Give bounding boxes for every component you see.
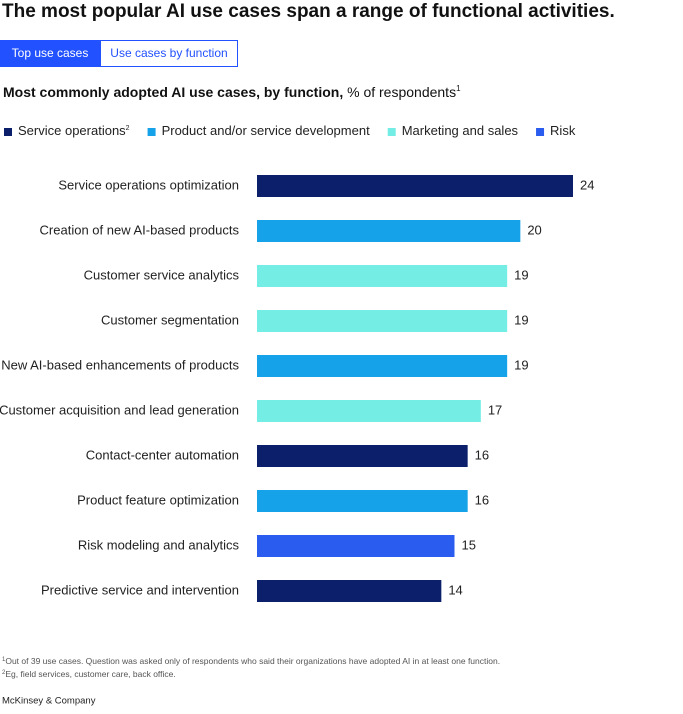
tab-label[interactable]: Use cases by function [110,46,227,60]
category-label: Risk modeling and analytics [78,537,240,552]
category-label: Product feature optimization [77,492,239,507]
bar [257,400,481,422]
tab-label[interactable]: Top use cases [12,46,89,60]
footnote: 2Eg, field services, customer care, back… [2,669,176,679]
legend-swatch [387,128,396,136]
bar [257,580,442,602]
legend-name: Marketing and sales [402,123,519,138]
category-label: Contact-center automation [86,447,239,462]
value-label: 20 [527,222,541,237]
category-label: Customer acquisition and lead generation [0,402,239,417]
value-label: 19 [514,357,528,372]
tab[interactable] [100,40,238,67]
category-label: Predictive service and intervention [41,582,239,597]
bar [257,175,573,197]
footnote-ref: 2 [126,125,130,132]
footnote-ref: 1 [456,84,461,93]
legend: Service operations2 Product and/or servic… [4,123,576,138]
value-label: 14 [448,582,462,597]
legend-swatch [536,128,545,136]
legend-label: Risk [550,123,576,138]
value-label: 16 [475,447,489,462]
bar [257,265,508,287]
subtitle-main: Most commonly adopted AI use cases, by f… [3,84,343,100]
plot: Service operations optimization 24 Creatio… [0,175,594,602]
legend-name: Service operations [18,123,126,138]
bar [257,310,508,332]
value-label: 17 [488,402,502,417]
footnote-marker: 1 [2,657,6,663]
tab-active[interactable] [0,40,101,67]
bar [257,535,455,557]
value-label: 15 [462,537,476,552]
source: McKinsey & Company [2,696,96,707]
legend-swatch [147,128,156,136]
bar [257,445,468,467]
value-label: 19 [514,312,528,327]
bar [257,220,521,242]
category-label: New AI-based enhancements of products [1,357,239,372]
legend-name: Risk [550,123,576,138]
legend-label: Service operations2 [18,123,130,138]
legend-swatch [4,128,12,136]
legend-label: Product and/or service development [162,123,371,138]
footnote-text: Eg, field services, customer care, back … [5,669,175,679]
bar [257,355,508,377]
chart-subtitle: Most commonly adopted AI use cases, by f… [3,84,461,100]
category-label: Customer segmentation [101,312,239,327]
value-label: 19 [514,267,528,282]
category-label: Customer service analytics [84,267,240,282]
bar [257,490,468,512]
value-label: 16 [475,492,489,507]
legend-label: Marketing and sales [402,123,519,138]
tabs: Top use cases Use cases by function [0,40,238,67]
subtitle-unit: % of respondents [347,84,456,100]
footnote-text: Out of 39 use cases. Question was asked … [5,656,500,666]
footnote: 1Out of 39 use cases. Question was asked… [2,656,500,666]
page-title: The most popular AI use cases span a ran… [2,1,615,22]
category-label: Creation of new AI-based products [40,222,240,237]
legend-name: Product and/or service development [162,123,371,138]
value-label: 24 [580,177,594,192]
category-label: Service operations optimization [58,177,239,192]
footnote-marker: 2 [2,670,6,676]
